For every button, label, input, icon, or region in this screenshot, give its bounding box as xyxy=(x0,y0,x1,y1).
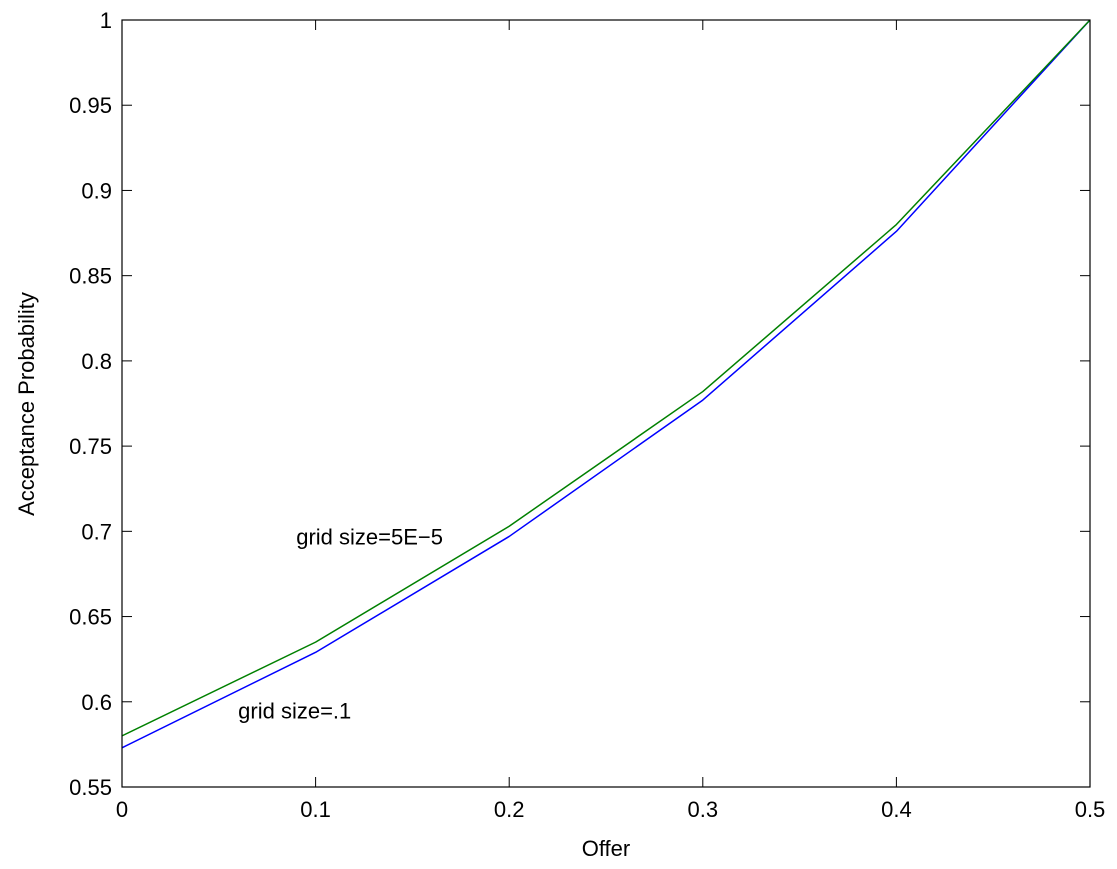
ticks-layer: 0 0.1 0.2 0.3 0.4 0.5 0.55 0.6 0.65 0.7 0.75 0.8 0.8… xyxy=(69,8,1105,822)
y-tick-label: 0.55 xyxy=(69,775,112,800)
y-axis-label: Acceptance Probability xyxy=(14,292,39,516)
y-tick-label: 0.85 xyxy=(69,264,112,289)
y-tick-label: 0.9 xyxy=(81,178,112,203)
x-axis-label: Offer xyxy=(582,836,631,861)
x-tick-label: 0.4 xyxy=(881,797,912,822)
y-tick-label: 0.65 xyxy=(69,605,112,630)
y-tick-label: 0.7 xyxy=(81,519,112,544)
series-layer xyxy=(121,19,1091,749)
annotation-layer: grid size=5E−5 grid size=.1 xyxy=(238,524,443,723)
y-tick-label: 0.8 xyxy=(81,349,112,374)
y-tick-label: 0.75 xyxy=(69,434,112,459)
x-tick-label: 0.1 xyxy=(300,797,331,822)
x-tick-label: 0.2 xyxy=(494,797,525,822)
annotation-label: grid size=5E−5 xyxy=(296,524,443,549)
y-tick-label: 0.6 xyxy=(81,690,112,715)
series-line-1 xyxy=(121,19,1091,737)
x-tick-label: 0.3 xyxy=(688,797,719,822)
x-tick-label: 0.5 xyxy=(1075,797,1106,822)
series-line-0 xyxy=(121,19,1091,749)
x-tick-label: 0 xyxy=(116,797,128,822)
annotation-label: grid size=.1 xyxy=(238,698,351,723)
y-tick-label: 0.95 xyxy=(69,93,112,118)
plot-frame xyxy=(121,19,1091,788)
y-tick-label: 1 xyxy=(100,8,112,33)
